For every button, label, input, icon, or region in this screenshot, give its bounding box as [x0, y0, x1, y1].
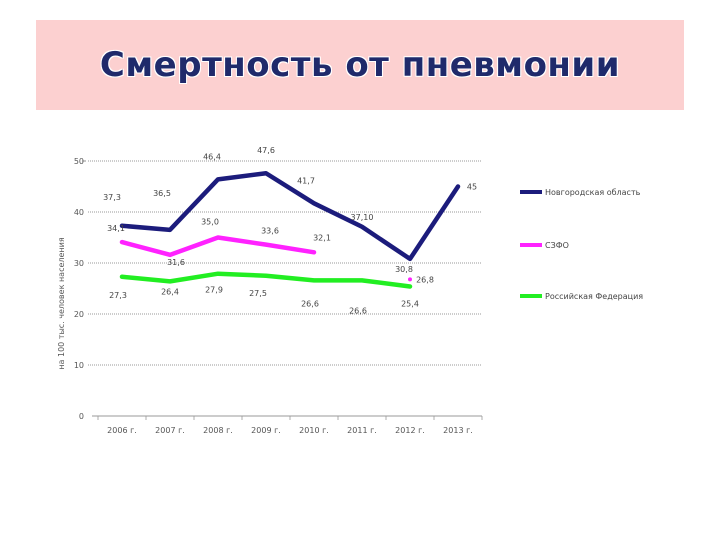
data-label: 35,0	[201, 218, 219, 227]
data-label: 37,3	[103, 193, 121, 202]
data-label: 27,5	[249, 289, 267, 298]
series-szfo-line	[119, 235, 317, 258]
data-label: 46,4	[203, 152, 221, 161]
y-tick-label: 50	[74, 157, 84, 166]
data-label: 26,6	[301, 299, 319, 308]
data-label: 26,4	[161, 287, 179, 296]
x-tick-label: 2011 г.	[347, 426, 377, 435]
data-label: 27,9	[205, 286, 223, 295]
data-label: 26,6	[349, 306, 367, 315]
x-tick-label: 2009 г.	[251, 426, 281, 435]
x-tick-label: 2010 г.	[299, 426, 329, 435]
data-label: 31,6	[167, 258, 185, 267]
data-label: 34,1	[107, 224, 125, 233]
data-label: 45	[467, 183, 477, 192]
data-label: 30,8	[395, 265, 413, 274]
x-tick-label: 2012 г.	[395, 426, 425, 435]
data-label: 41,7	[297, 176, 315, 185]
data-label: 37,10	[351, 213, 374, 222]
data-label: 36,5	[153, 189, 171, 198]
series-rf-line	[119, 271, 413, 289]
data-label: 27,3	[109, 291, 127, 300]
legend-entry: СЗФО	[545, 241, 569, 250]
data-label: 33,6	[261, 227, 279, 236]
legend-entry: Новгородская область	[545, 188, 641, 197]
annotation-marker	[408, 277, 412, 282]
data-label: 25,4	[401, 299, 419, 308]
slide-title: Смертность от пневмонии	[99, 45, 621, 85]
y-tick-label: 40	[74, 208, 84, 217]
x-tick-label: 2006 г.	[107, 426, 137, 435]
y-axis-label: на 100 тыс. человек населения	[57, 237, 66, 370]
y-tick-label: 10	[74, 361, 84, 370]
data-label: 47,6	[257, 146, 275, 155]
y-tick-label: 0	[79, 412, 84, 421]
x-tick-label: 2008 г.	[203, 426, 233, 435]
title-band: Смертность от пневмонии	[36, 20, 684, 110]
data-label: 32,1	[313, 233, 331, 242]
legend-entry: Российская Федерация	[545, 292, 643, 301]
y-tick-label: 30	[74, 259, 84, 268]
y-tick-label: 20	[74, 310, 84, 319]
x-tick-label: 2013 г.	[443, 426, 473, 435]
x-tick-label: 2007 г.	[155, 426, 185, 435]
annotation-label: 26,8	[416, 275, 434, 284]
series-novgorod-line	[119, 170, 461, 262]
